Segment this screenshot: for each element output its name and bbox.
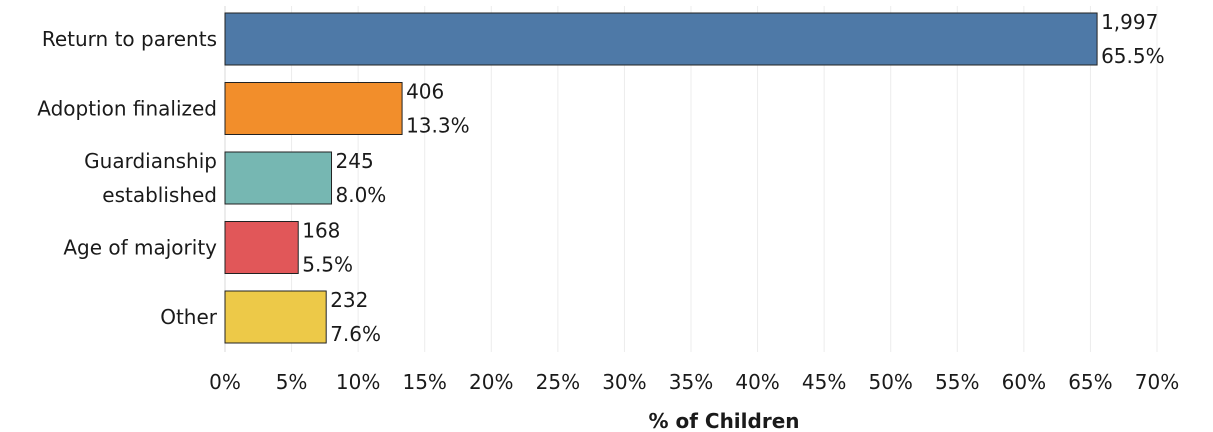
count-label: 1,997 (1101, 10, 1158, 34)
category-label: Age of majority (63, 236, 217, 260)
x-tick-label: 50% (868, 370, 912, 394)
percent-label: 65.5% (1101, 44, 1165, 68)
x-tick-label: 65% (1068, 370, 1112, 394)
bar (224, 151, 333, 205)
x-tick-label: 5% (276, 370, 308, 394)
bar (224, 290, 327, 344)
x-tick-label: 45% (802, 370, 846, 394)
x-tick-label: 60% (1002, 370, 1046, 394)
count-label: 245 (336, 149, 374, 173)
count-label: 406 (406, 80, 444, 104)
x-tick-label: 55% (935, 370, 979, 394)
x-tick-label: 20% (469, 370, 513, 394)
bar (224, 221, 299, 274)
x-tick-label: 40% (735, 370, 779, 394)
category-label: Adoption finalized (37, 97, 217, 121)
bars (224, 12, 1098, 344)
x-tick-label: 25% (536, 370, 580, 394)
count-label: 232 (330, 288, 368, 312)
count-label: 168 (302, 219, 340, 243)
percent-label: 5.5% (302, 253, 353, 277)
x-tick-label: 0% (209, 370, 241, 394)
bar (224, 82, 403, 135)
category-labels: Return to parents Adoption finalized Guard… (37, 27, 218, 329)
percent-label: 13.3% (406, 114, 470, 138)
category-label: Guardianship established (84, 149, 217, 207)
x-axis-ticks: 0% 5% 10% 15% 20% 25% 30% 35% 40% 45% 50% 55% 60% 65%… (209, 370, 1179, 394)
category-label: Other (160, 305, 218, 329)
x-tick-label: 30% (602, 370, 646, 394)
percent-label: 8.0% (336, 183, 387, 207)
x-tick-label: 10% (336, 370, 380, 394)
x-axis-title: % of Children (648, 409, 799, 432)
category-label: Return to parents (42, 27, 217, 51)
x-tick-label: 70% (1135, 370, 1179, 394)
value-labels: 1,997 65.5% 406 13.3% 245 8.0% 168 5.5% 232 7.6% (302, 10, 1164, 346)
x-tick-label: 35% (669, 370, 713, 394)
bar (224, 12, 1098, 66)
x-tick-label: 15% (402, 370, 446, 394)
percent-label: 7.6% (330, 322, 381, 346)
